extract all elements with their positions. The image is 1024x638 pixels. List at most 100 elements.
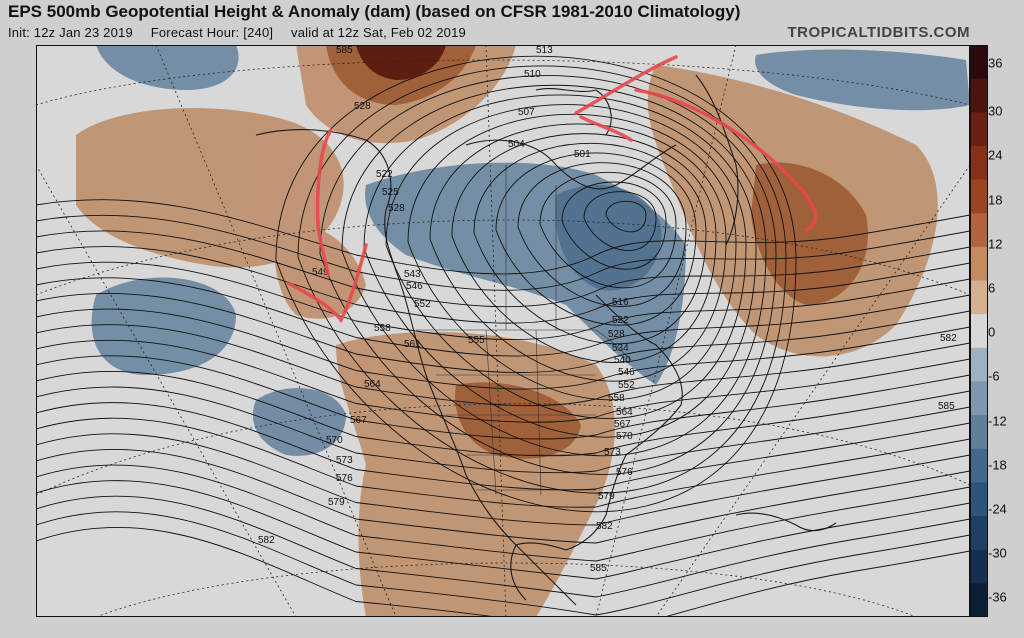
contour-label: 516 [612, 297, 629, 308]
colorbar-segment [970, 45, 988, 80]
height-contour [36, 417, 970, 508]
height-contour [36, 495, 970, 598]
anomaly-colorbar [970, 45, 988, 617]
height-contour [605, 201, 647, 233]
contour-label: 528 [354, 101, 371, 112]
contour-label: 501 [574, 149, 591, 160]
colorbar-segment [970, 347, 988, 382]
peak-positive-anomaly [356, 45, 446, 80]
height-contour [561, 181, 667, 270]
height-contour [36, 277, 970, 357]
colorbar-segment [970, 314, 988, 349]
contour-label: 513 [536, 45, 553, 56]
colorbar-tick: -18 [988, 457, 1007, 473]
height-contour [36, 324, 970, 407]
contour-label: 576 [616, 467, 633, 478]
contour-label: 579 [328, 497, 345, 508]
colorbar-segment [970, 516, 988, 551]
brand-watermark: TROPICALTIDBITS.COM [787, 24, 970, 41]
coastlines [255, 74, 837, 606]
contour-label: 546 [618, 367, 635, 378]
colorbar-outline [970, 45, 988, 617]
colorbar-tick: -6 [988, 368, 1000, 384]
contour-label: 567 [350, 415, 367, 426]
colorbar-segment [970, 179, 988, 214]
contour-label: 504 [508, 139, 525, 150]
colorbar-tick: -12 [988, 413, 1007, 429]
annotation-atlantic-ridge [634, 88, 818, 232]
height-contour [36, 433, 970, 526]
contour-label: 570 [616, 431, 633, 442]
contour-label: 573 [336, 455, 353, 466]
contour-label: 552 [414, 299, 431, 310]
contour-label: 570 [326, 435, 343, 446]
colorbar-tick: 18 [988, 192, 1003, 208]
contour-label: 552 [618, 380, 635, 391]
annotation-west-coast-ridge [315, 128, 333, 277]
height-contour [36, 339, 970, 423]
init-time: Init: 12z Jan 23 2019 [8, 25, 133, 40]
height-contour [451, 133, 717, 363]
contour-label: 585 [590, 563, 607, 574]
colorbar-tick: 24 [988, 147, 1003, 163]
contour-label: 564 [364, 379, 381, 390]
contour-label: 585 [938, 401, 955, 412]
height-contour [36, 308, 970, 390]
height-contour [36, 230, 970, 308]
annotation-greenland-north [579, 115, 633, 142]
height-contour [517, 162, 687, 307]
height-contour [36, 449, 970, 544]
height-contour [36, 527, 970, 617]
contour-label: 540 [614, 355, 631, 366]
colorbar-segment [970, 415, 988, 450]
contour-label: 582 [596, 521, 613, 532]
height-contour [36, 246, 970, 324]
figure-subtitle: Init: 12z Jan 23 2019 Forecast Hour: [24… [8, 25, 480, 40]
height-contour [363, 94, 757, 438]
height-contour [319, 75, 777, 475]
colorbar-tick: 30 [988, 103, 1003, 119]
colorbar-segment [970, 213, 988, 248]
colorbar-segment [970, 448, 988, 483]
height-contour [297, 65, 787, 494]
height-contour [36, 214, 970, 291]
contour-label: 546 [406, 281, 423, 292]
strong-negative-anomaly-area [555, 185, 662, 291]
contour-label: 534 [612, 343, 629, 354]
colorbar-segment [970, 246, 988, 282]
colorbar-segment [970, 112, 988, 147]
colorbar-segment [970, 145, 988, 181]
forecast-hour: Forecast Hour: [240] [150, 25, 274, 40]
height-contour [36, 464, 970, 562]
colorbar-segment [970, 78, 988, 113]
figure-title: EPS 500mb Geopotential Height & Anomaly … [8, 2, 741, 21]
height-contour [36, 355, 970, 440]
contour-label: 564 [616, 407, 633, 418]
height-contour [36, 480, 970, 580]
colorbar-segment [970, 482, 988, 517]
height-contour [36, 386, 970, 474]
colorbar-tick: 36 [988, 55, 1003, 71]
contour-label: 522 [376, 169, 393, 180]
height-contour [473, 142, 707, 345]
contour-label: 555 [468, 335, 485, 346]
contour-label: 582 [258, 535, 275, 546]
height-contour [36, 402, 970, 491]
colorbar-segment [970, 280, 988, 315]
contour-label: 567 [614, 419, 631, 430]
contour-label: 528 [388, 203, 405, 214]
colorbar-tick-labels: 36 30 24 18 12 6 0 -6 -12 -18 -24 -30 -36 [988, 45, 1024, 617]
height-contour [495, 152, 697, 326]
contour-label: 525 [382, 187, 399, 198]
height-contour [539, 172, 677, 289]
contour-label: 576 [336, 473, 353, 484]
contour-label: 528 [608, 329, 625, 340]
colorbar-tick: 0 [988, 324, 996, 340]
height-contour [36, 292, 970, 373]
height-contour [583, 191, 657, 251]
valid-time: valid at 12z Sat, Feb 02 2019 [291, 25, 466, 40]
contour-label: 507 [518, 107, 535, 118]
